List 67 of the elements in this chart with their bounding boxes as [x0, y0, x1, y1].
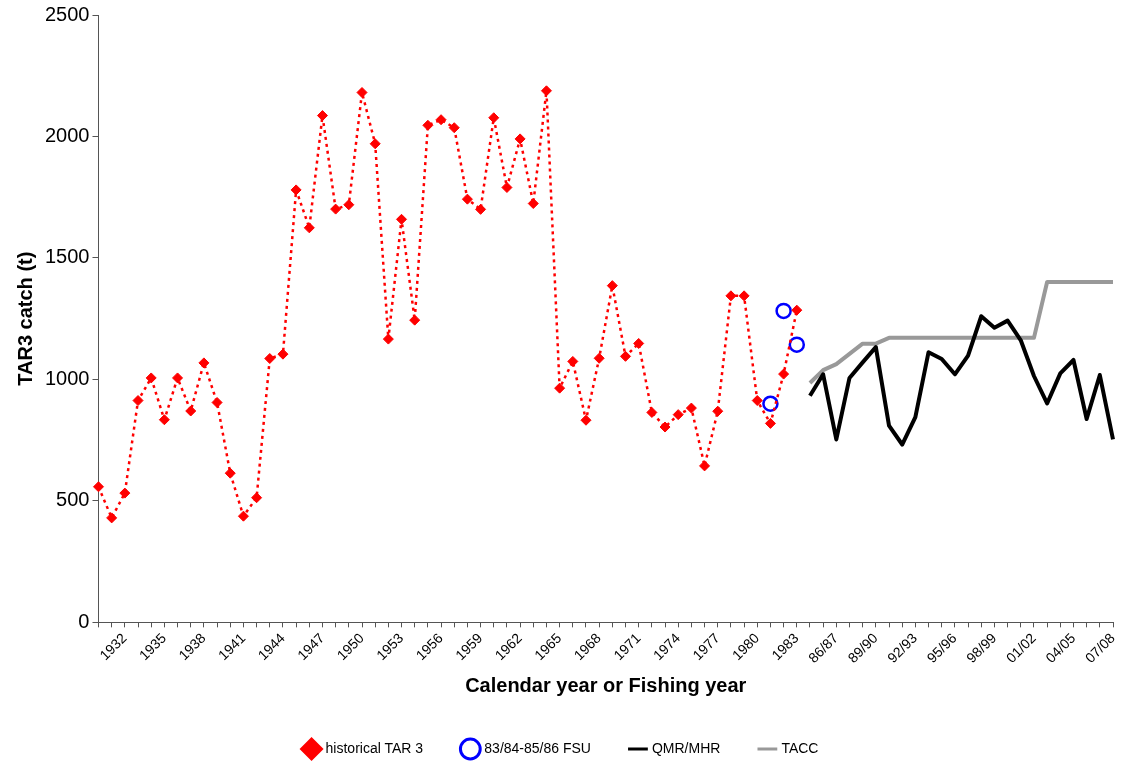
y-axis-title: TAR3 catch (t): [13, 251, 36, 386]
y-tick-label: 2000: [44, 123, 90, 146]
point: [92, 481, 104, 493]
point: [699, 460, 711, 472]
point: [488, 112, 500, 124]
point: [764, 417, 776, 429]
point: [791, 304, 803, 316]
point: [672, 409, 684, 421]
point: [185, 405, 197, 417]
point: [237, 510, 249, 522]
point: [264, 353, 276, 365]
point: [778, 368, 790, 380]
point: [356, 87, 368, 98]
legend-label: historical TAR 3: [325, 739, 424, 756]
point: [224, 467, 236, 479]
point: [620, 350, 632, 362]
point: [712, 405, 724, 417]
point: [330, 203, 342, 215]
point: [172, 372, 184, 384]
y-tick-label: 1500: [44, 245, 90, 268]
point: [567, 355, 579, 367]
point: [369, 138, 381, 150]
point: [303, 222, 315, 234]
point: [501, 181, 513, 193]
point: [725, 290, 737, 302]
point: [685, 402, 697, 414]
point: [343, 199, 355, 211]
point: [540, 85, 552, 97]
point: [448, 122, 460, 134]
point: [106, 512, 118, 524]
point: [290, 184, 302, 196]
point: [775, 302, 792, 320]
point: [606, 280, 618, 292]
point: [461, 193, 473, 205]
point: [751, 395, 763, 407]
point: [646, 406, 658, 418]
point: [527, 198, 539, 210]
point: [277, 348, 289, 360]
x-axis-title: Calendar year or Fishing year: [465, 673, 747, 696]
point: [554, 382, 566, 394]
point: [788, 336, 806, 353]
legend-label: TACC: [781, 739, 819, 756]
point: [132, 395, 144, 407]
point: [580, 414, 592, 426]
point: [659, 421, 671, 433]
point: [382, 333, 394, 345]
point: [158, 414, 170, 426]
point: [409, 314, 421, 326]
point: [593, 352, 605, 364]
y-tick-label: 0: [78, 609, 90, 632]
point: [633, 337, 645, 349]
point: [396, 213, 408, 225]
point: [422, 119, 434, 131]
point: [119, 487, 131, 499]
y-tick-label: 500: [56, 488, 90, 511]
point: [435, 114, 447, 126]
y-tick-label: 2500: [44, 2, 90, 25]
point: [198, 357, 210, 369]
point: [211, 396, 223, 408]
legend-label: 83/84-85/86 FSU: [484, 739, 591, 756]
point: [251, 492, 263, 504]
point: [738, 290, 750, 302]
legend-label: QMR/MHR: [651, 739, 721, 756]
y-tick-label: 1000: [44, 366, 90, 389]
point: [475, 203, 487, 215]
point: [514, 133, 526, 145]
point: [145, 372, 157, 384]
